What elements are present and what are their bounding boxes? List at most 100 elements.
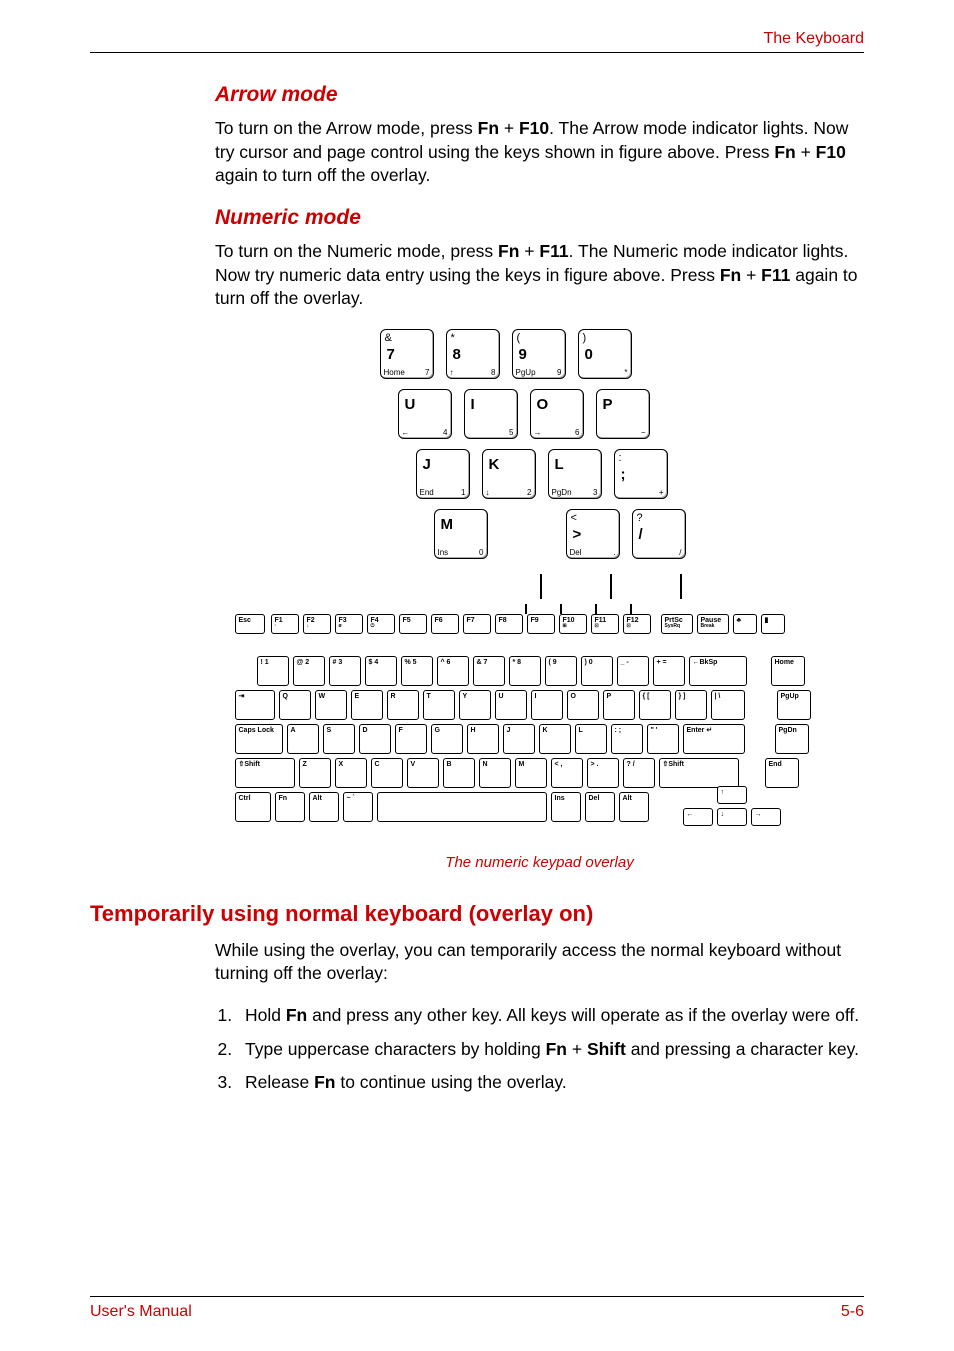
key-sub-right: 1 [461, 488, 465, 497]
key-main: ; [621, 466, 626, 483]
keyboard-key: F12⊡ [623, 614, 651, 634]
key-sub-left: → [534, 428, 542, 437]
keyboard-key: ↑ [717, 786, 747, 804]
keyboard-key: Caps Lock [235, 724, 283, 754]
keyboard-key: R [387, 690, 419, 720]
text: to continue using the overlay. [335, 1072, 566, 1092]
key-sub-right: 2 [527, 488, 531, 497]
keyboard-key: F2↓ [303, 614, 331, 634]
key-sub-left: PgUp [516, 368, 536, 377]
keyboard-key: F9 [527, 614, 555, 634]
key-main: P [603, 396, 613, 413]
key-sub-left: PgDn [552, 488, 572, 497]
callout-line [540, 574, 542, 599]
key-main: J [423, 456, 431, 473]
page-footer: User's Manual 5-6 [90, 1296, 864, 1321]
key-main: 7 [387, 346, 395, 363]
header-section-title: The Keyboard [90, 30, 864, 48]
key-main: M [441, 516, 454, 533]
keyboard-key: # 3 [329, 656, 361, 686]
keyboard-key: C [371, 758, 403, 788]
keyboard-key: G [431, 724, 463, 754]
list-item: Type uppercase characters by holding Fn … [237, 1038, 864, 1062]
keyboard-key: } ] [675, 690, 707, 720]
keyboard-key: @ 2 [293, 656, 325, 686]
main-content: Arrow mode To turn on the Arrow mode, pr… [90, 83, 864, 1095]
key-sub-right: 0 [479, 548, 483, 557]
keyboard-key: Ins [551, 792, 581, 822]
text: Type uppercase characters by holding [245, 1039, 546, 1059]
keyboard-key: + = [653, 656, 685, 686]
key-sub-right: . [613, 548, 615, 557]
key-top: & [385, 332, 392, 344]
keyboard-key: B [443, 758, 475, 788]
plus: + [567, 1039, 587, 1059]
keyboard-key: D [359, 724, 391, 754]
keyboard-key: X [335, 758, 367, 788]
keyboard-key: ▮ [761, 614, 785, 634]
keycap: <>Del. [566, 509, 620, 559]
key-sub-right: 5 [509, 428, 513, 437]
keyboard-key: Fn [275, 792, 305, 822]
keyboard-key: I [531, 690, 563, 720]
keyboard-figure: &7Home7*8↑8(9PgUp9)0*U←4I5O→6P−JEnd1K↓2L… [215, 329, 864, 881]
keyboard-key: ↓ [717, 808, 747, 826]
keyboard-key: K [539, 724, 571, 754]
keyboard-key: ( 9 [545, 656, 577, 686]
key-top: < [571, 512, 577, 524]
callout-line [680, 574, 682, 599]
keyboard-key: F8 [495, 614, 523, 634]
keycap: ?// [632, 509, 686, 559]
keycap: P− [596, 389, 650, 439]
keyboard-key: → [751, 808, 781, 826]
para-temporarily-intro: While using the overlay, you can tempora… [215, 939, 864, 986]
key-top: ( [517, 332, 521, 344]
keyboard-key: ) 0 [581, 656, 613, 686]
keyboard-key: ^ 6 [437, 656, 469, 686]
key-main: > [573, 526, 582, 543]
keyboard-key: PrtScSysRq [661, 614, 693, 634]
footer-manual-label: User's Manual [90, 1303, 192, 1321]
keyboard-key: Enter ↵ [683, 724, 745, 754]
keyboard-key: F1· [271, 614, 299, 634]
keyboard-key: End [765, 758, 799, 788]
keyboard-key: > . [587, 758, 619, 788]
key-sub-right: 8 [491, 368, 495, 377]
keyboard-key: Q [279, 690, 311, 720]
keyboard-key: ← [683, 808, 713, 826]
key-sub-left: End [420, 488, 434, 497]
plus: + [519, 241, 539, 261]
key-top: ) [583, 332, 587, 344]
callout-line [610, 574, 612, 599]
keycap: I5 [464, 389, 518, 439]
keyboard-key: | \ [711, 690, 745, 720]
keyboard-key: H [467, 724, 499, 754]
key-sub-right: / [679, 548, 681, 557]
key-main: 0 [585, 346, 593, 363]
key-main: 9 [519, 346, 527, 363]
text: Hold [245, 1005, 286, 1025]
key-main: / [639, 526, 643, 543]
keyboard-key: V [407, 758, 439, 788]
key-sub-left: Home [384, 368, 405, 377]
keyboard-key: Alt [619, 792, 649, 822]
keyboard-key: ♣ [733, 614, 757, 634]
keyboard-key: F11⊡ [591, 614, 619, 634]
keyboard-key: : ; [611, 724, 643, 754]
para-numeric-mode: To turn on the Numeric mode, press Fn + … [215, 240, 864, 311]
key-sub-left: ← [402, 428, 410, 437]
keyboard-key: ? / [623, 758, 655, 788]
keycap: K↓2 [482, 449, 536, 499]
keycap: U←4 [398, 389, 452, 439]
key-f11: F11 [761, 265, 790, 285]
key-fn: Fn [286, 1005, 307, 1025]
keyboard-key: J [503, 724, 535, 754]
key-sub-left: ↑ [450, 368, 454, 377]
key-fn: Fn [498, 241, 519, 261]
keyboard-key: & 7 [473, 656, 505, 686]
key-sub-left: ↓ [486, 488, 490, 497]
keyboard-key: < , [551, 758, 583, 788]
keyboard-key: { [ [639, 690, 671, 720]
keyboard-key: ⇧Shift [659, 758, 739, 788]
heading-temporarily: Temporarily using normal keyboard (overl… [90, 901, 864, 927]
